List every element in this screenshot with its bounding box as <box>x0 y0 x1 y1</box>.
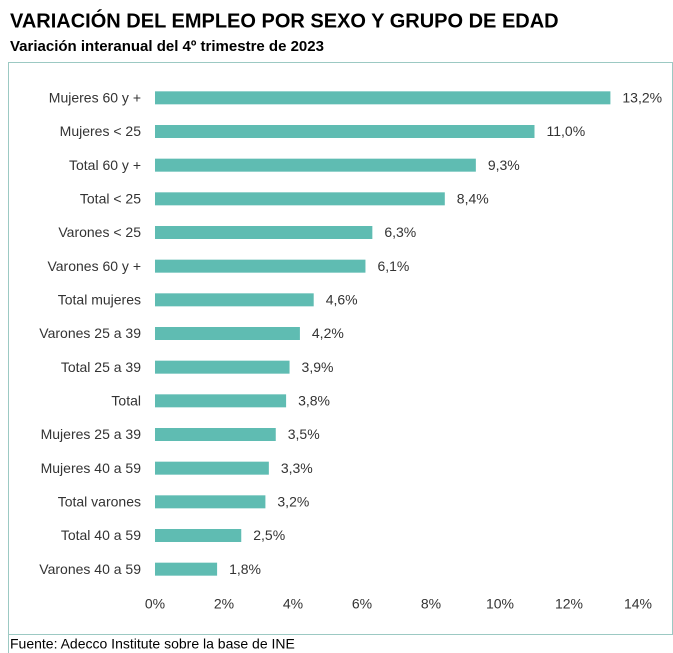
bar <box>155 125 535 138</box>
x-tick-label: 10% <box>486 596 514 612</box>
bar <box>155 428 276 441</box>
bar <box>155 562 218 576</box>
y-tick-label: Mujeres 60 y + <box>49 90 141 106</box>
y-tick-label: Varones 60 y + <box>47 258 141 274</box>
x-tick-label: 2% <box>214 596 234 612</box>
bar <box>155 461 269 475</box>
y-tick-label: Total 40 a 59 <box>61 527 141 543</box>
bar <box>155 394 287 408</box>
y-tick-label: Total 60 y + <box>69 157 141 173</box>
value-label: 6,3% <box>384 224 416 240</box>
value-label: 11,0% <box>547 123 586 139</box>
bar <box>155 91 611 105</box>
y-tick-label: Varones < 25 <box>58 224 141 240</box>
bar <box>155 192 445 206</box>
y-tick-label: Varones 40 a 59 <box>39 561 141 577</box>
value-label: 3,9% <box>302 359 334 375</box>
value-label: 1,8% <box>229 561 261 577</box>
bar <box>155 259 366 273</box>
bar <box>155 158 476 172</box>
bar <box>155 360 290 374</box>
y-tick-label: Total < 25 <box>80 191 141 207</box>
x-tick-label: 4% <box>283 596 303 612</box>
x-tick-label: 6% <box>352 596 372 612</box>
y-tick-label: Mujeres 25 a 39 <box>41 426 142 442</box>
y-tick-label: Total 25 a 39 <box>61 359 141 375</box>
value-label: 3,2% <box>277 494 309 510</box>
value-label: 4,2% <box>312 325 344 341</box>
y-tick-label: Total varones <box>58 494 141 510</box>
x-tick-label: 12% <box>555 596 583 612</box>
value-label: 4,6% <box>326 292 358 308</box>
value-label: 3,3% <box>281 460 313 476</box>
value-label: 3,5% <box>288 426 320 442</box>
y-tick-label: Total <box>111 393 141 409</box>
bar <box>155 529 242 542</box>
x-tick-label: 0% <box>145 596 165 612</box>
value-label: 9,3% <box>488 157 520 173</box>
y-tick-label: Mujeres < 25 <box>60 123 142 139</box>
bar <box>155 495 266 509</box>
bar <box>155 293 314 307</box>
x-tick-label: 14% <box>624 596 652 612</box>
x-tick-label: 8% <box>421 596 441 612</box>
bar <box>155 226 373 239</box>
value-label: 2,5% <box>253 527 285 543</box>
y-tick-label: Varones 25 a 39 <box>39 325 141 341</box>
chart-frame <box>8 62 673 635</box>
value-label: 6,1% <box>377 258 409 274</box>
source: Fuente: Adecco Institute sobre la base d… <box>10 636 295 652</box>
chart-subtitle: Variación interanual del 4º trimestre de… <box>10 38 324 55</box>
bar <box>155 327 300 340</box>
value-label: 13,2% <box>622 90 662 106</box>
y-tick-label: Mujeres 40 a 59 <box>41 460 142 476</box>
value-label: 8,4% <box>457 191 489 207</box>
y-tick-label: Total mujeres <box>58 292 141 308</box>
chart-title: VARIACIÓN DEL EMPLEO POR SEXO Y GRUPO DE… <box>10 8 559 32</box>
value-label: 3,8% <box>298 393 330 409</box>
